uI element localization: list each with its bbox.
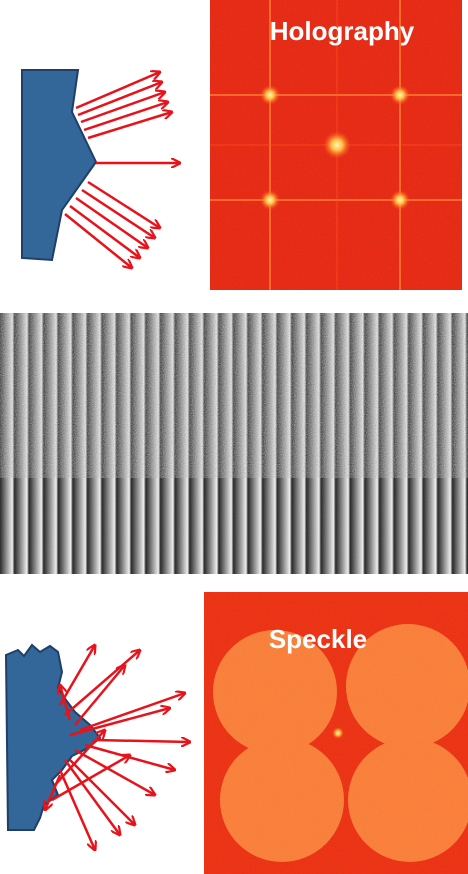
speckle-panel: Speckle — [4, 592, 468, 874]
rough-surface — [4, 643, 102, 831]
smooth-surface — [21, 69, 98, 262]
holography-spectrum: Holography — [210, 0, 462, 290]
reflected-rays — [64, 72, 180, 268]
scattered-rays — [45, 645, 190, 850]
label: Holography — [270, 16, 415, 46]
fringe-pattern — [0, 313, 468, 574]
holography-panel: Holography — [21, 0, 462, 290]
speckle-spectrum: Speckle — [204, 592, 468, 874]
label: Speckle — [269, 624, 367, 654]
